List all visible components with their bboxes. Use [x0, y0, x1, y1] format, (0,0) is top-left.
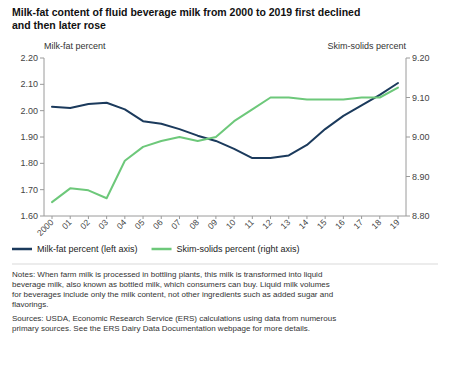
x-tick	[379, 216, 380, 219]
legend: Milk-fat percent (left axis) Skim-solids …	[12, 244, 300, 254]
y-tick	[40, 58, 44, 59]
x-tick	[234, 216, 235, 219]
x-tick	[306, 216, 307, 219]
y-tick-label: 2.20	[20, 53, 38, 63]
x-tick-label: 02	[78, 217, 92, 231]
x-tick-label: 14	[297, 217, 311, 231]
series-line	[52, 83, 398, 158]
y-tick-label: 1.60	[20, 211, 38, 221]
x-tick	[143, 216, 144, 219]
x-tick	[161, 216, 162, 219]
y-tick-label: 1.70	[20, 185, 38, 195]
y-tick	[40, 84, 44, 85]
x-tick	[361, 216, 362, 219]
annotation: Sources: USDA, Economic Research Service…	[12, 314, 336, 333]
y2-tick-label: 8.90	[412, 172, 430, 182]
x-tick	[270, 216, 271, 219]
x-tick-label: 16	[333, 217, 347, 231]
x-tick	[88, 216, 89, 219]
legend-swatch	[12, 248, 32, 251]
background	[0, 0, 450, 370]
x-tick-label: 12	[260, 217, 274, 231]
x-tick-label: 13	[278, 217, 292, 231]
y-tick	[40, 189, 44, 190]
x-tick	[124, 216, 125, 219]
y-tick-label: 2.10	[20, 79, 38, 89]
x-axis-line	[44, 216, 406, 217]
legend-label: Milk-fat percent (left axis)	[37, 244, 138, 254]
y-tick	[40, 163, 44, 164]
x-tick	[52, 216, 53, 219]
x-tick-label: 11	[242, 217, 256, 231]
x-tick-label: 04	[114, 217, 128, 231]
x-tick	[398, 216, 399, 219]
x-tick-label: 01	[60, 217, 74, 231]
y-tick	[40, 137, 44, 138]
y-axis-label: Milk-fat percent	[44, 41, 106, 51]
x-tick-label: 19	[388, 217, 402, 231]
x-tick	[197, 216, 198, 219]
y2-tick-label: 9.20	[412, 53, 430, 63]
x-tick-label: 07	[169, 217, 183, 231]
y2-tick	[406, 137, 410, 138]
x-tick-label: 15	[315, 217, 329, 231]
y2-tick	[406, 58, 410, 59]
y-tick-label: 1.90	[20, 132, 38, 142]
x-tick	[179, 216, 180, 219]
separator	[12, 264, 438, 265]
y2-tick	[406, 176, 410, 177]
y-tick	[40, 216, 44, 217]
annotation: Notes: When farm milk is processed in bo…	[12, 270, 333, 309]
x-tick	[288, 216, 289, 219]
x-tick	[343, 216, 344, 219]
series-line	[52, 88, 398, 203]
y2-tick-label: 9.10	[412, 93, 430, 103]
x-tick	[106, 216, 107, 219]
x-tick-label: 05	[133, 217, 147, 231]
x-tick	[70, 216, 71, 219]
chart: Milk-fat content of fluid beverage milk …	[0, 0, 450, 370]
y-tick	[40, 110, 44, 111]
y2-tick	[406, 216, 410, 217]
x-tick-label: 09	[206, 217, 220, 231]
title: Milk-fat content of fluid beverage milk …	[12, 6, 360, 31]
x-tick	[252, 216, 253, 219]
x-tick-label: 10	[224, 217, 238, 231]
y2-tick-label: 9.00	[412, 132, 430, 142]
legend-label: Skim-solids percent (right axis)	[177, 244, 300, 254]
x-tick-label: 2000	[35, 217, 56, 238]
x-tick-label: 17	[351, 217, 365, 231]
y2-tick-label: 8.80	[412, 211, 430, 221]
y-tick-label: 1.80	[20, 158, 38, 168]
x-tick-label: 03	[96, 217, 110, 231]
x-tick-label: 06	[151, 217, 165, 231]
plot-area	[52, 83, 398, 202]
y-tick-label: 2.00	[20, 106, 38, 116]
x-tick-label: 18	[369, 217, 383, 231]
x-tick	[215, 216, 216, 219]
legend-swatch	[152, 248, 172, 251]
y2-tick	[406, 97, 410, 98]
x-tick-label: 08	[187, 217, 201, 231]
y2-axis-label: Skim-solids percent	[327, 41, 406, 51]
x-tick	[325, 216, 326, 219]
